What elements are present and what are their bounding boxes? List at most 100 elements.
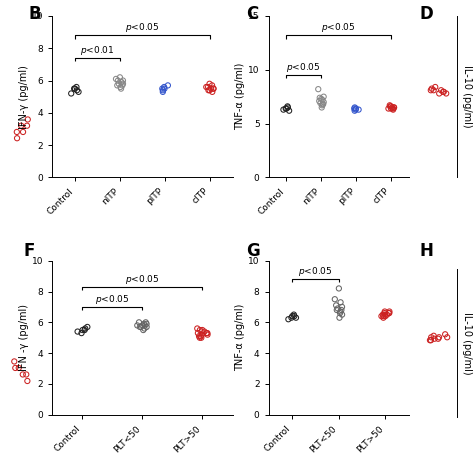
Point [379,311,387,319]
Point [386,101,393,109]
Point [337,299,344,306]
Point [139,326,147,334]
Point [333,306,341,314]
Point [319,100,327,108]
Point [197,332,205,340]
Text: $\it{p}$<0.01: $\it{p}$<0.01 [80,44,115,56]
Point [337,308,344,315]
Y-axis label: IFN-γ (pg/ml): IFN-γ (pg/ml) [19,65,29,128]
Point [338,303,346,311]
Point [317,100,324,107]
Point [204,331,211,338]
Point [119,80,127,88]
Point [204,83,212,91]
Point [202,83,210,91]
Point [381,311,389,319]
Point [352,105,360,112]
Point [386,102,394,110]
Point [280,106,287,113]
Text: B: B [28,5,41,23]
Point [380,312,387,320]
Point [352,106,359,113]
Point [316,97,323,105]
Point [381,308,389,315]
Point [75,88,82,96]
Point [116,73,124,81]
Point [73,83,80,91]
Point [206,80,213,88]
Point [316,94,324,101]
Point [118,78,125,86]
Point [289,312,296,320]
Point [443,334,451,341]
Point [198,334,205,341]
Point [113,82,121,89]
Point [334,305,341,312]
Point [431,83,439,91]
Point [318,104,326,111]
Point [198,328,205,336]
Y-axis label: TNF-α (pg/ml): TNF-α (pg/ml) [235,304,245,372]
Point [440,88,447,96]
Point [67,90,75,97]
Point [159,88,167,96]
Point [159,86,167,94]
Text: C: C [246,5,259,23]
Point [386,308,393,315]
Point [320,93,328,100]
Point [436,90,443,97]
Point [331,295,338,303]
Point [318,95,325,103]
Point [282,105,290,112]
Point [18,122,25,129]
Point [24,377,31,385]
Point [428,85,436,92]
Text: $\it{p}$<0.05: $\it{p}$<0.05 [95,292,129,306]
Point [79,326,86,334]
Point [196,326,204,334]
Point [428,334,435,341]
Point [142,319,149,326]
Point [117,85,125,92]
Point [319,96,326,104]
Point [22,371,30,378]
Point [119,77,127,84]
Point [332,301,340,309]
Point [319,101,326,109]
Point [381,310,388,317]
Y-axis label: TNF-α (pg/ml): TNF-α (pg/ml) [235,63,245,130]
Point [337,306,345,314]
Point [434,335,442,343]
Point [160,83,168,91]
Point [161,85,168,92]
Point [430,332,438,339]
Point [70,85,78,92]
Point [288,314,295,321]
Point [194,329,202,337]
Point [23,122,31,129]
Point [430,86,438,94]
Point [351,107,358,115]
Point [81,326,88,334]
Point [74,328,82,336]
Point [438,86,445,94]
Point [203,329,210,337]
Point [83,323,91,331]
Point [134,322,141,329]
Point [71,85,79,92]
Point [285,107,293,115]
Point [115,80,123,88]
Point [335,284,343,292]
Point [283,105,290,112]
Point [350,105,358,112]
Point [336,310,344,317]
Point [201,328,208,336]
Point [382,312,389,320]
Point [208,82,216,89]
Point [73,86,81,94]
Point [439,88,447,96]
Text: $\it{p}$<0.05: $\it{p}$<0.05 [321,21,356,34]
Point [320,98,328,106]
Point [78,329,85,337]
Point [426,337,434,344]
